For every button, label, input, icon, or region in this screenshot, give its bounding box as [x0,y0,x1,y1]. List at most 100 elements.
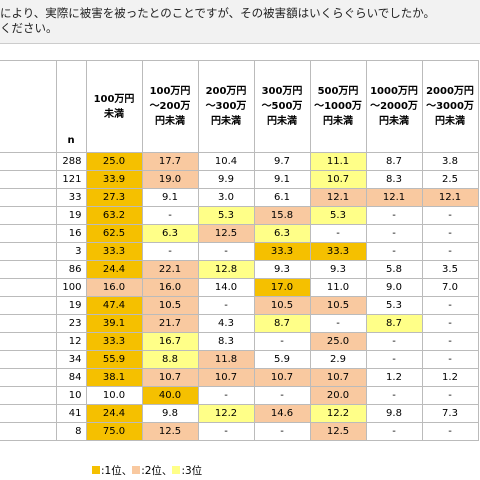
value-cell: - [421,206,479,225]
data-row: 34 55.9 8.8 11.8 5.9 2.9- - [0,350,479,369]
value-cell: 9.3 [309,260,367,279]
value-cell: 5.3 [365,296,423,315]
value-cell: 10.7 [309,368,367,387]
data-row: 33 27.3 9.1 3.0 6.1 12.1 12.1 12.1 [0,188,479,207]
n-header: n [55,60,87,153]
value-cell: 19.0 [141,170,199,189]
n-cell: 12 [55,332,87,351]
n-cell: 100 [55,278,87,297]
value-cell: 20.0 [309,386,367,405]
legend-swatch [92,466,100,474]
data-row: 10 10.0 40.0- -20.0- - [0,386,479,405]
legend-label: :3位 [181,465,203,477]
value-cell: 8.7 [365,152,423,171]
column-header: 1000万円 ～2000万 円未満 [365,60,423,153]
value-cell: 3.8 [421,152,479,171]
row-label [0,278,57,297]
value-cell: 33.9 [85,170,143,189]
value-cell: 7.3 [421,404,479,423]
value-cell: 2.5 [421,170,479,189]
value-cell: 1.2 [365,368,423,387]
value-cell: - [421,242,479,261]
value-cell: 5.9 [253,350,311,369]
value-cell: - [141,242,199,261]
value-cell: - [365,224,423,243]
value-cell: 9.9 [197,170,255,189]
data-row: 41 24.4 9.8 12.2 14.6 12.2 9.8 7.3 [0,404,479,423]
data-row: 12 33.3 16.7 8.3-25.0- - [0,332,479,351]
value-cell: 10.0 [85,386,143,405]
value-cell: 16.0 [141,278,199,297]
value-cell: 38.1 [85,368,143,387]
value-cell: 24.4 [85,404,143,423]
value-cell: 8.8 [141,350,199,369]
legend-label: :1位、 [101,465,133,477]
value-cell: - [197,296,255,315]
data-row: 86 24.4 22.1 12.8 9.3 9.3 5.8 3.5 [0,260,479,279]
value-cell: 15.8 [253,206,311,225]
value-cell: - [365,242,423,261]
value-cell: 8.3 [197,332,255,351]
header-line: 200万円 [205,86,247,97]
value-cell: 33.3 [85,332,143,351]
value-cell: - [365,386,423,405]
value-cell: - [197,242,255,261]
value-cell: 22.1 [141,260,199,279]
n-cell: 3 [55,242,87,261]
column-header: 100万円 ～200万 円未満 [141,60,199,153]
header-line: 円未満 [267,116,297,127]
value-cell: 3.0 [197,188,255,207]
value-cell: 33.3 [85,242,143,261]
n-cell: 10 [55,386,87,405]
row-label [0,170,57,189]
value-cell: 14.6 [253,404,311,423]
value-cell: 33.3 [253,242,311,261]
column-header: 2000万円 ～3000万 円未満 [421,60,479,153]
header-line: 1000万円 [370,86,418,97]
value-cell: 16.7 [141,332,199,351]
value-cell: 11.8 [197,350,255,369]
question-line: ください。 [0,21,58,35]
row-label [0,260,57,279]
data-row: 23 39.1 21.7 4.3 8.7-8.7- [0,314,479,333]
n-cell: 23 [55,314,87,333]
value-cell: 2.9 [309,350,367,369]
data-row: 288 25.0 17.7 10.4 9.7 11.1 8.7 3.8 [0,152,479,171]
data-row: 100 16.0 16.0 14.0 17.0 11.0 9.0 7.0 [0,278,479,297]
value-cell: 27.3 [85,188,143,207]
value-cell: - [253,422,311,441]
header-row: n 100万円 未満 100万円 ～200万 円未満 200万円 ～300万 円未満 300万円～… [0,60,479,153]
value-cell: 8.3 [365,170,423,189]
value-cell: 10.7 [197,368,255,387]
value-cell: - [309,224,367,243]
value-cell: - [365,350,423,369]
n-cell: 86 [55,260,87,279]
value-cell: 62.5 [85,224,143,243]
value-cell: 12.2 [197,404,255,423]
n-cell: 8 [55,422,87,441]
data-row: 19 47.4 10.5-10.5 10.5 5.3- [0,296,479,315]
blank-header [0,60,57,153]
value-cell: - [421,332,479,351]
value-cell: 7.0 [421,278,479,297]
value-cell: 14.0 [197,278,255,297]
legend-swatch [172,466,181,474]
value-cell: - [197,386,255,405]
value-cell: - [253,386,311,405]
value-cell: 12.1 [421,188,479,207]
row-label [0,404,57,423]
value-cell: 10.7 [309,170,367,189]
value-cell: 5.8 [365,260,423,279]
legend-swatch [132,466,141,474]
header-line: ～500万 [261,101,303,112]
value-cell: 21.7 [141,314,199,333]
value-cell: 11.1 [309,152,367,171]
value-cell: - [141,206,199,225]
header-line: 円未満 [211,116,241,127]
row-label [0,350,57,369]
value-cell: 17.0 [253,278,311,297]
header-line: 2000万円 [426,86,474,97]
data-row: 19 63.2-5.3 15.8 5.3- - [0,206,479,225]
value-cell: 12.5 [197,224,255,243]
